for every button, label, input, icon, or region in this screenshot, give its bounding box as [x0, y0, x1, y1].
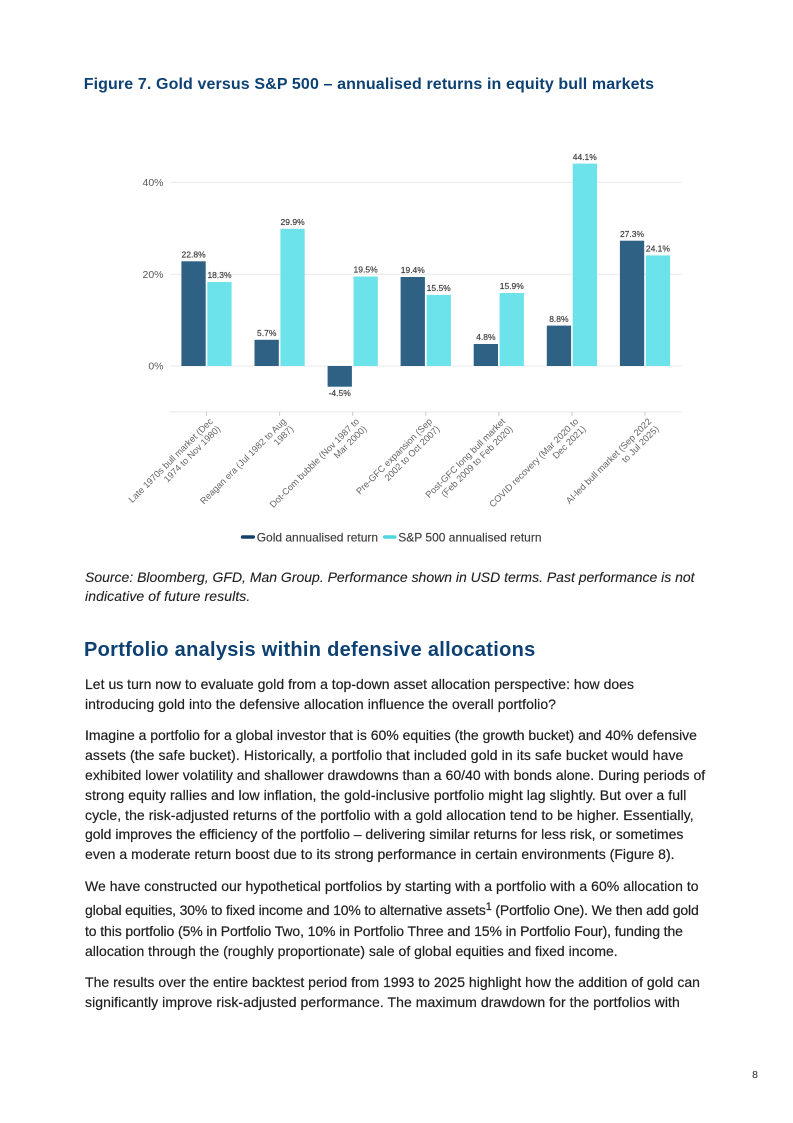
svg-text:5.7%: 5.7% [257, 328, 277, 338]
svg-text:29.9%: 29.9% [281, 217, 306, 227]
svg-text:19.4%: 19.4% [401, 265, 426, 275]
svg-text:20%: 20% [142, 269, 163, 281]
svg-text:15.9%: 15.9% [500, 281, 525, 291]
svg-text:0%: 0% [148, 361, 163, 373]
svg-text:18.3%: 18.3% [207, 270, 232, 280]
svg-text:27.3%: 27.3% [620, 229, 645, 239]
svg-text:44.1%: 44.1% [573, 152, 598, 162]
svg-text:S&P 500 annualised return: S&P 500 annualised return [398, 530, 541, 544]
svg-text:22.8%: 22.8% [182, 250, 207, 260]
svg-text:15.5%: 15.5% [427, 283, 452, 293]
svg-text:8.8%: 8.8% [549, 314, 569, 324]
svg-text:Gold annualised return: Gold annualised return [257, 530, 378, 544]
svg-text:-4.5%: -4.5% [329, 388, 352, 398]
svg-text:40%: 40% [142, 177, 163, 189]
svg-text:19.5%: 19.5% [354, 265, 379, 275]
svg-text:4.8%: 4.8% [476, 332, 496, 342]
svg-text:24.1%: 24.1% [646, 244, 671, 254]
